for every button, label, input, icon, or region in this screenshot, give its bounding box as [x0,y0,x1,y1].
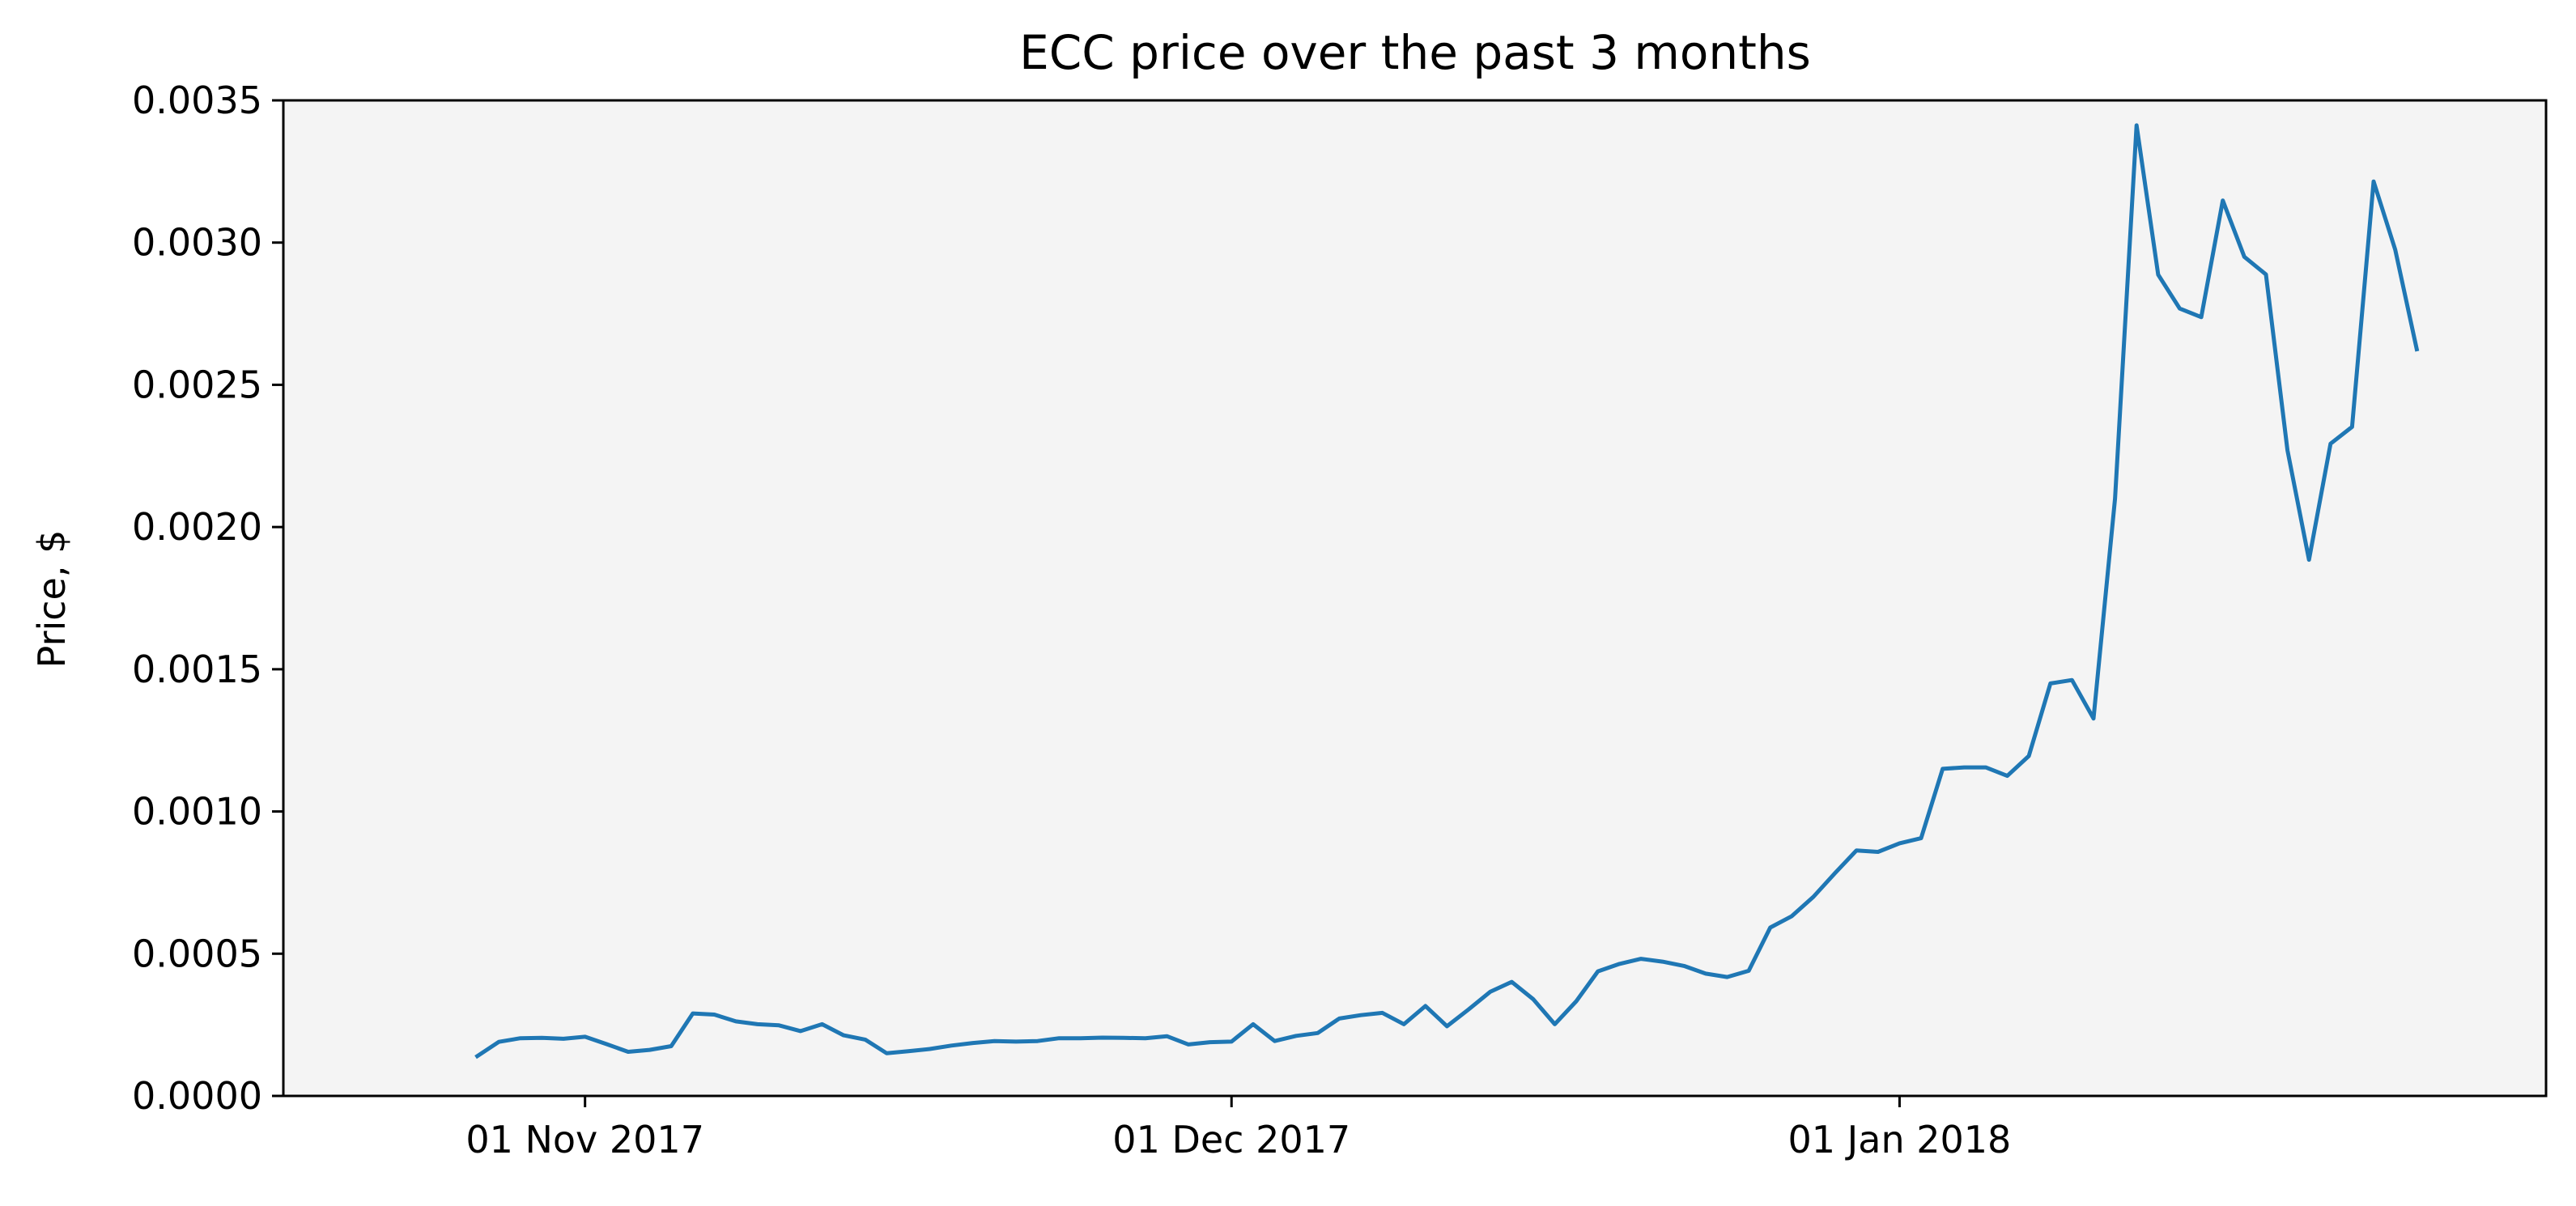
y-tick-label: 0.0035 [132,79,262,122]
x-tick-label: 01 Jan 2018 [1788,1118,2012,1161]
plot-frame [282,99,2548,1098]
plot-area [283,100,2546,1096]
y-tick-label: 0.0015 [132,648,262,691]
chart-title: ECC price over the past 3 months [1019,25,1811,80]
y-tick-label: 0.0000 [132,1074,262,1118]
x-tick-label: 01 Nov 2017 [465,1118,704,1161]
y-tick-label: 0.0030 [132,221,262,265]
y-tick-label: 0.0025 [132,363,262,406]
y-axis: 0.0000 0.0005 0.0010 0.0015 0.0020 0.0025 0.00… [132,79,283,1118]
y-tick-label: 0.0005 [132,932,262,975]
x-tick-label: 01 Dec 2017 [1112,1118,1350,1161]
price-series-line [474,123,2420,1059]
y-axis-label: Price, $ [30,530,74,669]
y-tick-label: 0.0010 [132,790,262,834]
y-tick-label: 0.0020 [132,505,262,549]
x-axis: 01 Nov 2017 01 Dec 2017 01 Jan 2018 [465,1096,2011,1161]
